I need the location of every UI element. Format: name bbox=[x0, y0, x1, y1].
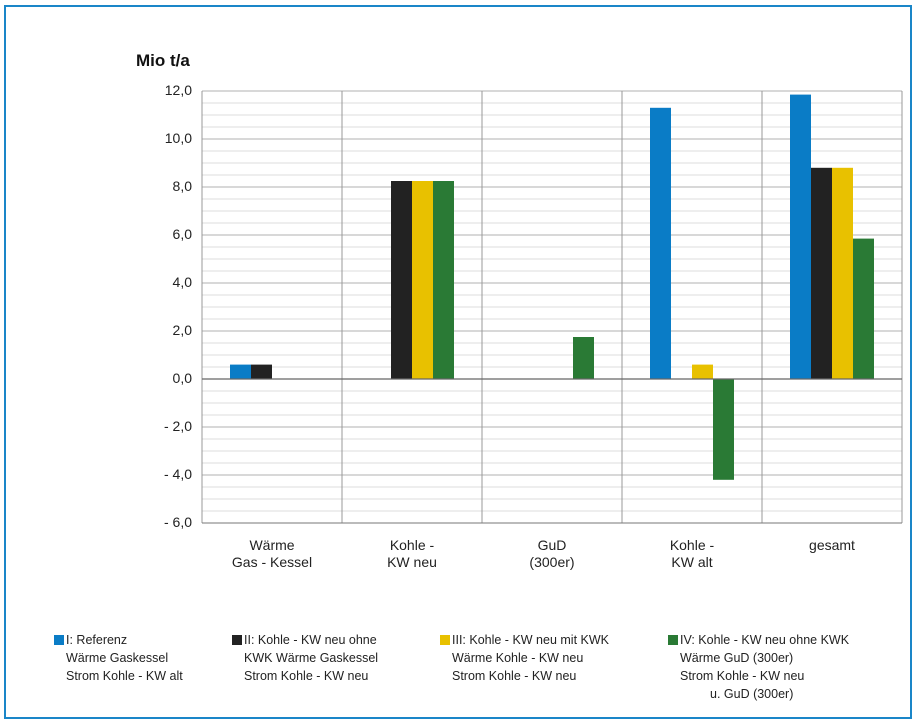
y-tick-label: 8,0 bbox=[172, 178, 192, 194]
legend-text: Strom Kohle - KW neu bbox=[452, 669, 577, 683]
bar-series-1-cat-5 bbox=[790, 94, 811, 379]
legend-item: IV: Kohle - KW neu ohne KWK Wärme GuD (30… bbox=[668, 631, 849, 703]
legend-text: KWK Wärme Gaskessel bbox=[244, 651, 379, 665]
legend-item: III: Kohle - KW neu mit KWK Wärme Kohle -… bbox=[440, 631, 609, 685]
legend-item: II: Kohle - KW neu ohne KWK Wärme Gaskess… bbox=[232, 631, 378, 685]
chart-plot bbox=[201, 90, 903, 524]
y-tick-label: - 6,0 bbox=[163, 514, 192, 530]
x-category-label: gesamt bbox=[809, 537, 855, 553]
legend-text: u. GuD (300er) bbox=[710, 687, 794, 701]
x-category-label: Kohle - KW alt bbox=[669, 537, 715, 570]
legend-text: III: Kohle - KW neu mit KWK bbox=[452, 633, 609, 647]
legend-text: IV: Kohle - KW neu ohne KWK bbox=[680, 633, 850, 647]
legend-swatch bbox=[54, 635, 64, 645]
bar-series-4-cat-3 bbox=[573, 337, 594, 379]
legend-text: Wärme Gaskessel bbox=[66, 651, 169, 665]
legend-swatch bbox=[668, 635, 678, 645]
x-category-label: Wärme Gas - Kessel bbox=[231, 537, 313, 570]
y-tick-label: 4,0 bbox=[172, 274, 192, 290]
bar-series-2-cat-1 bbox=[251, 364, 272, 379]
bar-series-4-cat-2 bbox=[433, 181, 454, 379]
y-tick-label: 6,0 bbox=[172, 226, 192, 242]
y-tick-label: - 2,0 bbox=[163, 418, 192, 434]
legend-text: II: Kohle - KW neu ohne bbox=[244, 633, 377, 647]
legend-text: Strom Kohle - KW neu bbox=[244, 669, 369, 683]
legend-text: Wärme GuD (300er) bbox=[680, 651, 794, 665]
bar-series-3-cat-5 bbox=[832, 167, 853, 379]
legend-swatch bbox=[440, 635, 450, 645]
bar-series-3-cat-2 bbox=[412, 181, 433, 379]
legend-swatch bbox=[232, 635, 242, 645]
bar-series-4-cat-4 bbox=[713, 379, 734, 480]
y-tick-label: 0,0 bbox=[172, 370, 192, 386]
bar-series-1-cat-1 bbox=[230, 364, 251, 379]
bar-series-4-cat-5 bbox=[853, 238, 874, 379]
x-category-label: Kohle - KW neu bbox=[387, 537, 437, 570]
bar-series-3-cat-4 bbox=[692, 364, 713, 379]
bar-series-2-cat-2 bbox=[391, 181, 412, 379]
legend-text: Wärme Kohle - KW neu bbox=[452, 651, 584, 665]
y-tick-label: 10,0 bbox=[164, 130, 192, 146]
bar-series-2-cat-5 bbox=[811, 167, 832, 379]
y-tick-label: - 4,0 bbox=[163, 466, 192, 482]
y-tick-label: 2,0 bbox=[172, 322, 192, 338]
x-category-label: GuD (300er) bbox=[529, 537, 575, 570]
legend-text: I: Referenz bbox=[66, 633, 128, 647]
legend-text: Strom Kohle - KW neu bbox=[680, 669, 805, 683]
chart-frame: Mio t/a 12,0 10,0 8,0 6,0 4,0 2,0 0,0 - 2,0 - 4,… bbox=[4, 5, 912, 719]
legend-text: Strom Kohle - KW alt bbox=[66, 669, 183, 683]
y-tick-label: 12,0 bbox=[164, 82, 192, 98]
legend-item: I: Referenz Wärme Gaskessel Strom Kohle - … bbox=[54, 631, 183, 685]
y-axis-unit-label: Mio t/a bbox=[136, 51, 190, 70]
bar-series-1-cat-4 bbox=[650, 107, 671, 380]
